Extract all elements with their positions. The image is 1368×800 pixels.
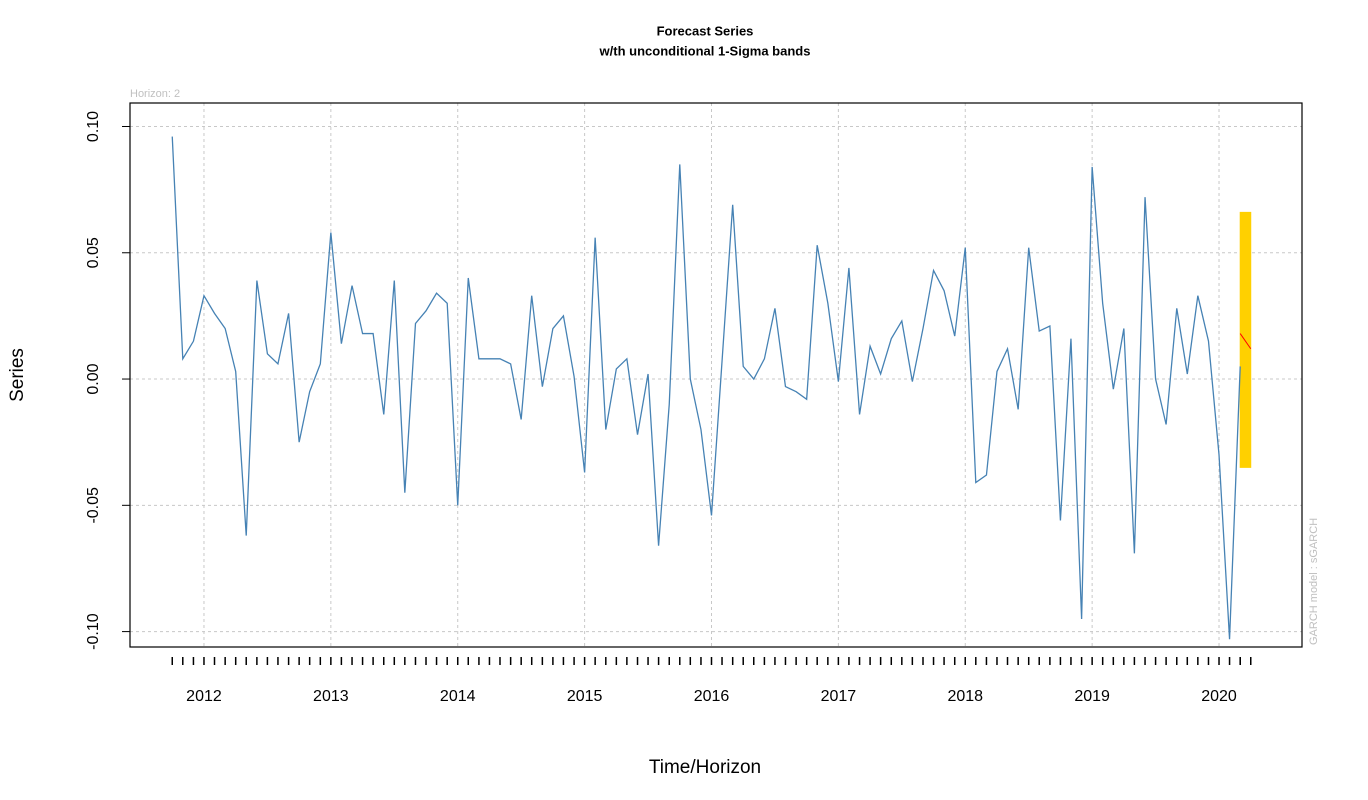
x-axis-label: Time/Horizon (649, 757, 761, 778)
y-tick-label: -0.05 (85, 487, 102, 524)
x-tick-label: 2018 (947, 688, 983, 705)
plot-frame (129, 102, 1303, 648)
y-tick-label: -0.10 (85, 613, 102, 650)
chart-title: Forecast Series (657, 23, 754, 38)
chart-subtitle: w/th unconditional 1-Sigma bands (599, 43, 811, 58)
series-line (171, 136, 1241, 640)
y-tick-label: 0.05 (85, 237, 102, 268)
y-tick-label: 0.00 (85, 363, 102, 394)
x-tick-label: 2020 (1201, 688, 1237, 705)
model-note: GARCH model : sGARCH (1308, 518, 1320, 645)
x-tick-label: 2012 (186, 688, 222, 705)
x-tick-label: 2016 (694, 688, 730, 705)
forecast-line (1239, 333, 1252, 350)
x-tick-label: 2015 (567, 688, 603, 705)
x-tick-label: 2013 (313, 688, 349, 705)
y-tick-label: 0.10 (85, 111, 102, 142)
y-axis-label: Series (7, 348, 28, 402)
x-tick-label: 2014 (440, 688, 476, 705)
horizon-note: Horizon: 2 (130, 88, 180, 100)
x-tick-label: 2019 (1074, 688, 1110, 705)
x-tick-label: 2017 (821, 688, 857, 705)
sigma-band (1239, 211, 1252, 468)
